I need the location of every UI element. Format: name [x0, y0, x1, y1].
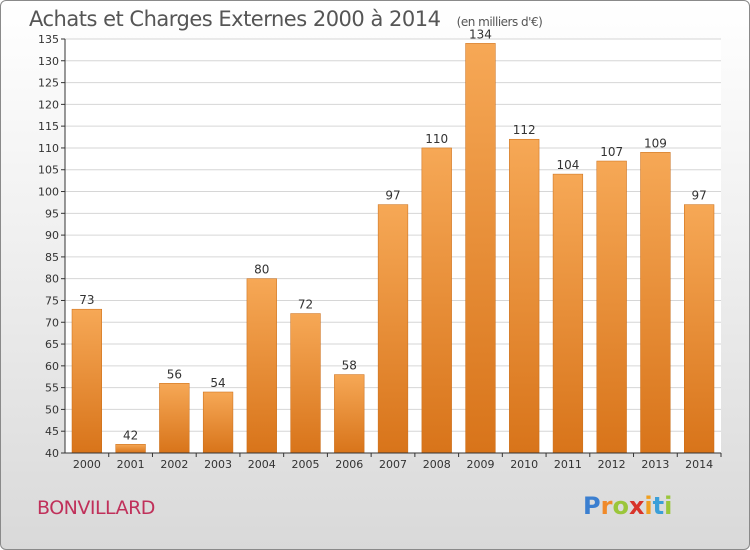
data-label: 54	[210, 376, 225, 390]
bar	[421, 147, 452, 454]
data-label: 97	[385, 189, 400, 203]
bar	[115, 444, 146, 454]
x-tick-label: 2000	[73, 458, 101, 471]
logo-letter: i	[644, 492, 653, 520]
bar	[465, 43, 496, 454]
data-labels: 73 42 56 54 80 72 58 97 110 134 112 104 107 109 97	[79, 27, 707, 442]
y-tick-label: 50	[45, 403, 59, 416]
bar	[377, 204, 409, 454]
x-tick-label: 2002	[160, 458, 188, 471]
bar	[640, 152, 671, 454]
data-label: 107	[600, 145, 623, 159]
data-label: 104	[556, 158, 579, 172]
data-label: 80	[254, 263, 269, 277]
chart-title-block: Achats et Charges Externes 2000 à 2014 (…	[29, 7, 543, 31]
data-label: 109	[644, 136, 667, 150]
y-axis-ticks: 40 45 50 55 60 65 70 75 80 85 90 95 100 105 110 115 120 1…	[38, 33, 65, 460]
x-tick-label: 2013	[641, 458, 669, 471]
x-tick-label: 2007	[379, 458, 407, 471]
y-tick-label: 120	[38, 98, 59, 111]
y-tick-label: 135	[38, 33, 59, 46]
bar	[596, 160, 627, 454]
bar	[509, 138, 540, 454]
x-tick-label: 2011	[554, 458, 582, 471]
bar	[290, 313, 321, 454]
x-axis-ticks: 2000 2001 2002 2003 2004 2005 2006 2007 2008 2009…	[73, 453, 722, 471]
y-tick-label: 105	[38, 164, 59, 177]
x-tick-label: 2004	[248, 458, 276, 471]
y-tick-label: 65	[45, 338, 59, 351]
bar	[684, 204, 715, 454]
y-tick-label: 115	[38, 120, 59, 133]
bar	[334, 374, 365, 454]
data-label: 58	[342, 359, 357, 373]
y-tick-label: 40	[45, 447, 59, 460]
x-tick-label: 2008	[423, 458, 451, 471]
bars-group	[71, 43, 715, 454]
y-tick-label: 85	[45, 251, 59, 264]
data-label: 42	[123, 428, 138, 442]
logo-letter: P	[583, 492, 601, 520]
y-tick-label: 110	[38, 142, 59, 155]
data-label: 56	[167, 367, 182, 381]
x-tick-label: 2014	[685, 458, 713, 471]
data-label: 72	[298, 298, 313, 312]
bar	[71, 308, 102, 454]
y-tick-label: 60	[45, 360, 59, 373]
y-tick-label: 125	[38, 77, 59, 90]
x-tick-label: 2009	[466, 458, 494, 471]
y-tick-label: 90	[45, 229, 59, 242]
y-tick-label: 45	[45, 425, 59, 438]
bar	[202, 391, 234, 454]
y-tick-label: 70	[45, 316, 59, 329]
x-tick-label: 2012	[598, 458, 626, 471]
bar	[246, 278, 277, 454]
logo-letter: t	[652, 492, 665, 520]
y-tick-label: 80	[45, 273, 59, 286]
data-label: 73	[79, 293, 94, 307]
x-tick-label: 2003	[204, 458, 232, 471]
chart-title: Achats et Charges Externes 2000 à 2014	[29, 7, 441, 31]
place-name: BONVILLARD	[37, 497, 155, 519]
logo-letter: r	[600, 492, 613, 520]
y-tick-label: 130	[38, 55, 59, 68]
data-label: 112	[513, 123, 536, 137]
x-tick-label: 2010	[510, 458, 538, 471]
data-label: 110	[425, 132, 448, 146]
chart-subtitle: (en milliers d'€)	[456, 15, 543, 29]
data-label: 134	[469, 27, 492, 41]
x-tick-label: 2001	[117, 458, 145, 471]
y-tick-label: 55	[45, 382, 59, 395]
logo-letter: o	[612, 492, 629, 520]
bar	[159, 383, 190, 454]
bar	[552, 173, 584, 454]
data-label: 97	[691, 189, 706, 203]
x-tick-label: 2006	[335, 458, 363, 471]
x-tick-label: 2005	[292, 458, 320, 471]
axes	[64, 39, 721, 454]
y-tick-label: 75	[45, 294, 59, 307]
y-tick-label: 100	[38, 186, 59, 199]
logo-letter: i	[664, 492, 673, 520]
logo-letter: x	[628, 492, 645, 520]
y-tick-label: 95	[45, 207, 59, 220]
proxiti-logo: Proxiti	[583, 492, 672, 520]
